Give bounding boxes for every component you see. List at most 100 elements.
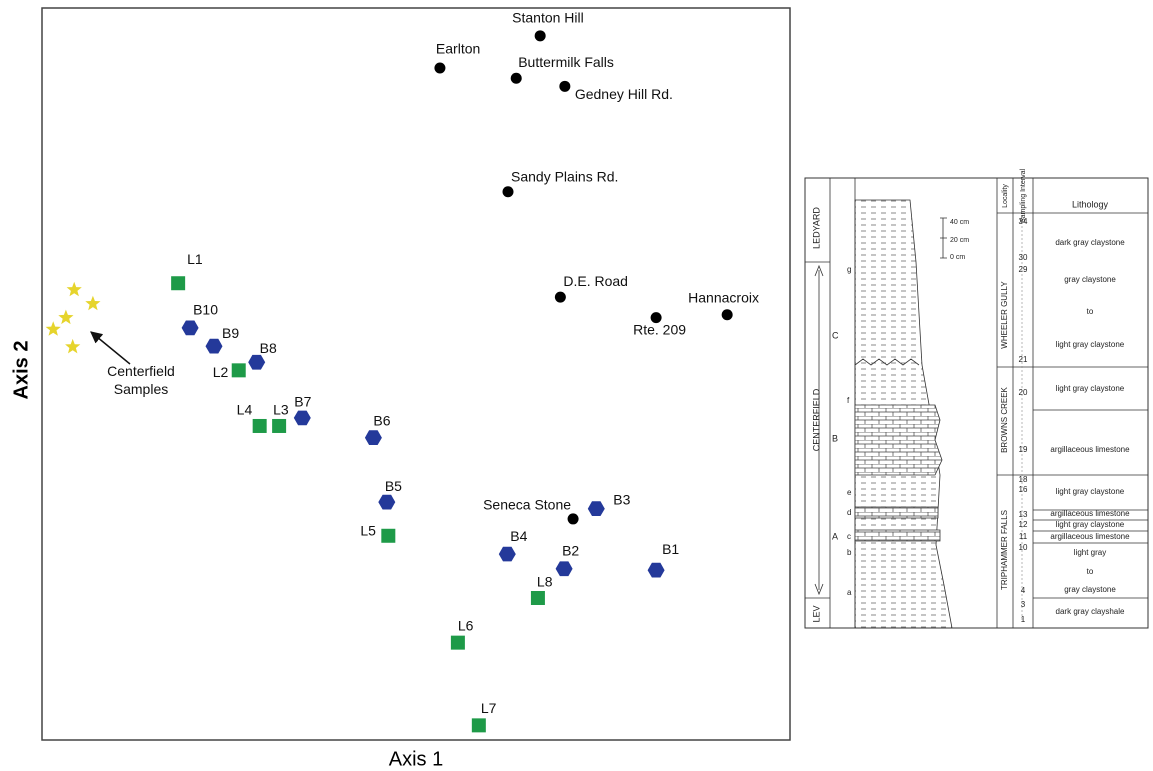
unit-label: B	[832, 433, 838, 443]
point-label: Sandy Plains Rd.	[511, 168, 618, 184]
point-label: B3	[613, 491, 630, 507]
sample-l-point	[471, 718, 486, 733]
point-label: L7	[481, 700, 497, 716]
lithology-label: argillaceous limestone	[1050, 509, 1130, 518]
point-label: Stanton Hill	[512, 10, 584, 26]
point-label: Seneca Stone	[483, 497, 571, 513]
interval-label: 30	[1019, 253, 1028, 262]
point-label: Gedney Hill Rd.	[575, 86, 673, 102]
lithology-label: light gray claystone	[1056, 384, 1125, 393]
lithology-label: dark gray clayshale	[1056, 607, 1125, 616]
member-label: WHEELER GULLY	[1000, 281, 1009, 349]
point-label: L5	[360, 522, 376, 538]
interval-label: 13	[1019, 510, 1028, 519]
centerfield-point	[85, 295, 101, 311]
scale-label: 40 cm	[950, 219, 969, 226]
point-label: B6	[373, 412, 390, 428]
interval-label: 18	[1019, 475, 1028, 484]
point-label: B2	[562, 542, 579, 558]
plot-frame	[41, 7, 791, 741]
interval-label: 12	[1019, 520, 1028, 529]
interval-label: 34	[1019, 217, 1028, 226]
locality-label: a	[847, 588, 852, 597]
column-header: Sampling Interval	[1020, 169, 1027, 224]
sample-l-point	[530, 590, 545, 605]
sample-b-point	[293, 410, 311, 426]
point-label: Earlton	[436, 41, 480, 57]
point-label: L8	[537, 574, 553, 590]
point-label: L4	[237, 402, 253, 418]
lithology-label: to	[1087, 307, 1094, 316]
site-point	[502, 186, 514, 198]
sample-b-point	[181, 320, 199, 336]
point-label: B1	[662, 541, 679, 557]
sample-l-point	[171, 276, 186, 291]
site-point	[721, 309, 733, 321]
point-label: B7	[294, 394, 311, 410]
lithology-label: light gray claystone	[1056, 340, 1125, 349]
unit-label: C	[832, 330, 839, 340]
locality-label: g	[847, 265, 851, 274]
sample-b-point	[205, 338, 223, 354]
locality-label: c	[847, 532, 851, 541]
site-point	[554, 291, 566, 303]
point-label: Hannacroix	[688, 289, 759, 305]
interval-label: 3	[1021, 600, 1026, 609]
lithology-label: light gray	[1074, 548, 1106, 557]
interval-label: 21	[1019, 355, 1028, 364]
member-label: BROWNS CREEK	[1000, 386, 1009, 452]
column-header: Lithology	[1072, 199, 1109, 209]
centerfield-point	[45, 321, 61, 336]
centerfield-point	[66, 281, 82, 297]
lithology-label: light gray claystone	[1056, 487, 1125, 496]
lithology-label: argillaceous limestone	[1050, 445, 1130, 454]
locality-label: f	[847, 396, 850, 405]
site-point	[567, 513, 579, 525]
point-label: L1	[187, 251, 203, 267]
formation-label: LEV	[811, 605, 821, 622]
column-header: Locality	[1002, 184, 1009, 208]
interval-label: 20	[1019, 388, 1028, 397]
interval-label: 29	[1019, 265, 1028, 274]
locality-label: d	[847, 508, 851, 517]
point-label: B5	[385, 478, 402, 494]
point-label: B4	[510, 528, 527, 544]
y-axis-label: Axis 2	[10, 341, 32, 400]
point-label: B10	[193, 302, 218, 318]
annotation: Centerfield Samples	[107, 363, 175, 397]
lithology-label: to	[1087, 567, 1094, 576]
unit-label: A	[832, 531, 838, 541]
site-point	[434, 62, 446, 74]
point-label: D.E. Road	[563, 273, 628, 289]
locality-label: e	[847, 488, 852, 497]
interval-label: 16	[1019, 485, 1028, 494]
lithology-label: argillaceous limestone	[1050, 532, 1130, 541]
sample-b-point	[378, 494, 396, 510]
lithology-label: gray claystone	[1064, 585, 1116, 594]
point-label: B8	[260, 340, 277, 356]
member-label: TRIPHAMMER FALLS	[1000, 510, 1009, 590]
scale-label: 0 cm	[950, 254, 965, 261]
centerfield-point	[58, 309, 74, 325]
scale-label: 20 cm	[950, 237, 969, 244]
stratigraphic-column: LEDYARD CENTERFIELD LEV WHEELER GULLY BROWNS…	[804, 169, 1149, 629]
sample-b-point	[248, 354, 266, 370]
sample-b-point	[587, 501, 605, 516]
point-label: Rte. 209	[633, 321, 686, 337]
sample-l-point	[381, 528, 396, 543]
point-label: L2	[213, 364, 229, 380]
lithology-label: gray claystone	[1064, 275, 1116, 284]
formation-label: LEDYARD	[811, 207, 821, 249]
sample-b-point	[498, 546, 516, 562]
sample-l-point	[272, 418, 287, 433]
interval-label: 19	[1019, 445, 1028, 454]
interval-label: 11	[1019, 532, 1028, 541]
point-label: B9	[222, 325, 239, 341]
point-label: Buttermilk Falls	[518, 54, 614, 70]
site-point	[510, 72, 522, 84]
interval-label: 4	[1021, 586, 1026, 595]
sample-l-point	[252, 418, 267, 433]
point-label: L3	[273, 402, 289, 418]
